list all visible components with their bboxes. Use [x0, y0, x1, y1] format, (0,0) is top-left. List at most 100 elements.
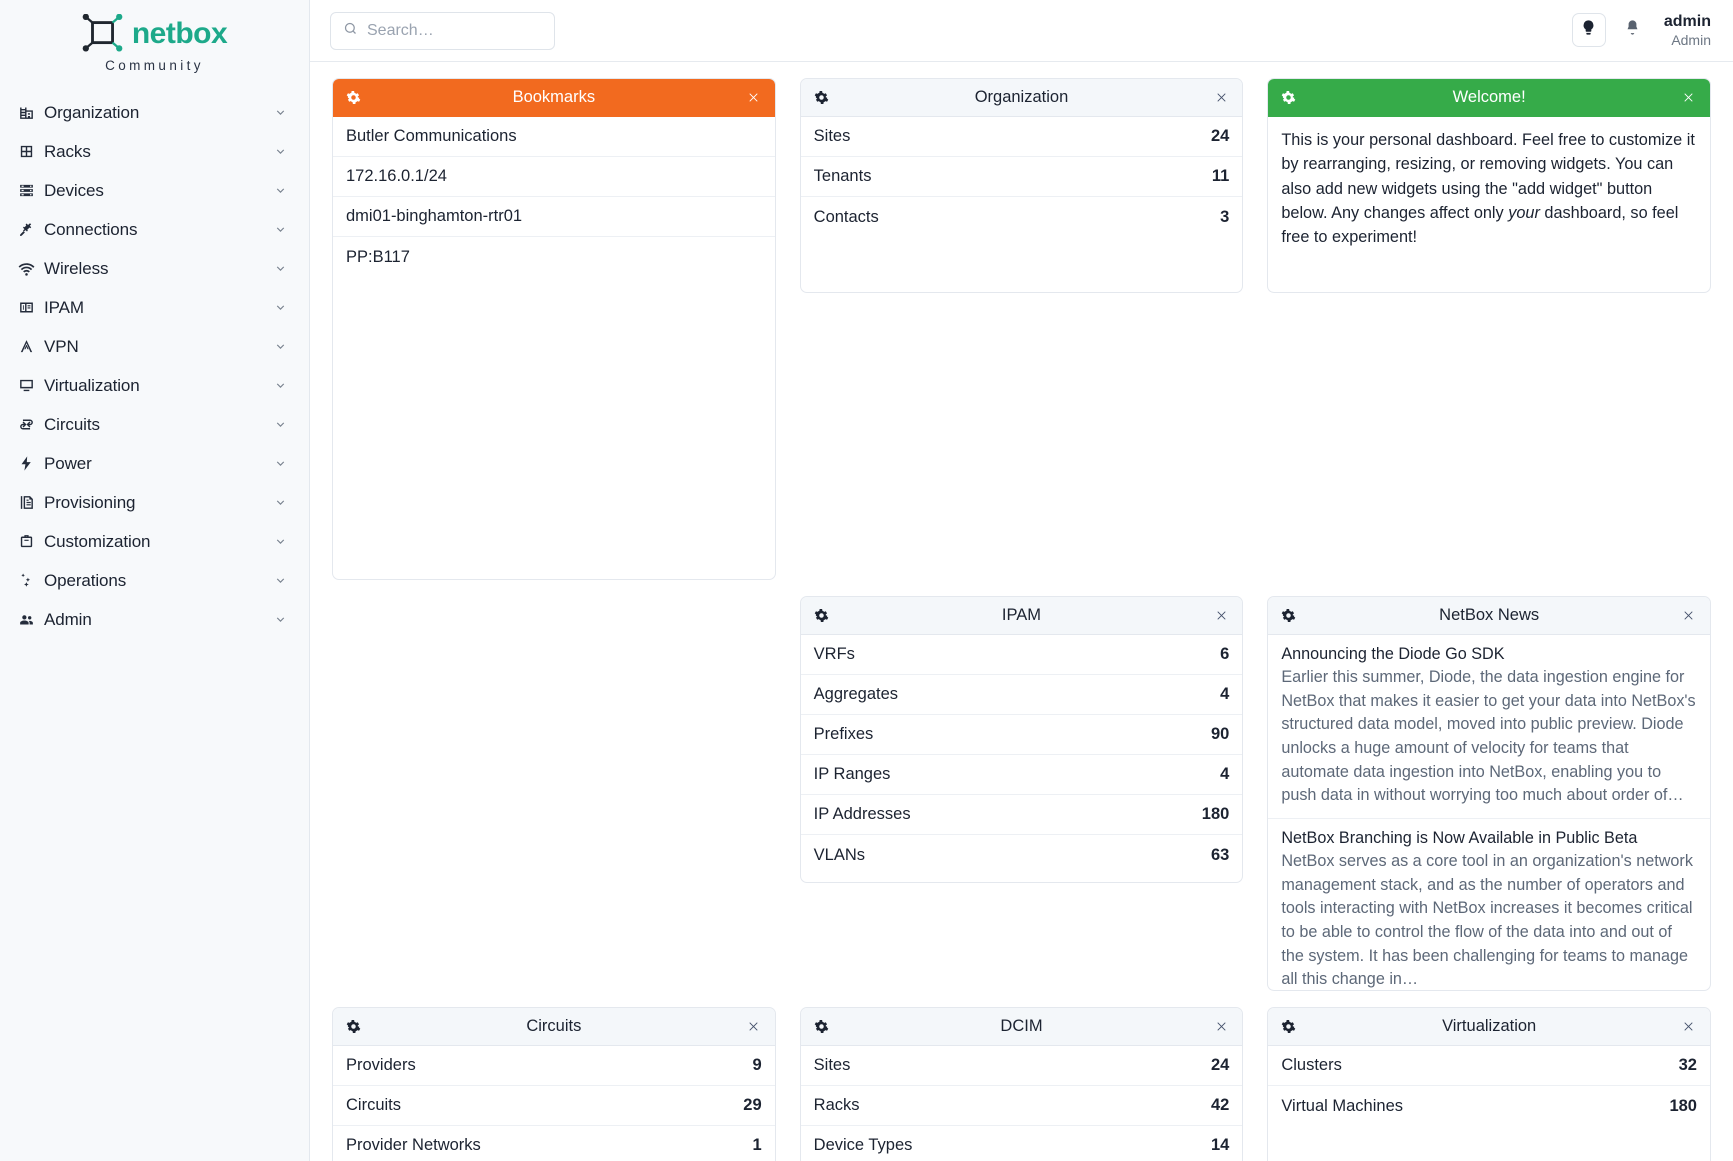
- chevron-down-icon[interactable]: [274, 223, 287, 236]
- sidebar-item-organization[interactable]: Organization: [0, 93, 309, 132]
- sidebar-item-label: Devices: [44, 180, 104, 200]
- sidebar-item-customization[interactable]: Customization: [0, 522, 309, 561]
- vpn-icon: [18, 338, 44, 355]
- sidebar-item-power[interactable]: Power: [0, 444, 309, 483]
- stat-value: 4: [1220, 685, 1230, 703]
- close-icon[interactable]: [746, 1019, 762, 1035]
- close-icon[interactable]: [1213, 90, 1229, 106]
- chevron-down-icon[interactable]: [274, 301, 287, 314]
- sidebar-item-provisioning[interactable]: Provisioning: [0, 483, 309, 522]
- close-icon[interactable]: [1213, 1019, 1229, 1035]
- stat-row[interactable]: Device Types 14: [801, 1126, 1243, 1161]
- widget-organization: Organization Sites 24 Tenants 11: [799, 78, 1244, 293]
- search-input[interactable]: [367, 21, 542, 40]
- chevron-down-icon[interactable]: [274, 535, 287, 548]
- sidebar-item-racks[interactable]: Racks: [0, 132, 309, 171]
- sidebar-item-circuits[interactable]: Circuits: [0, 405, 309, 444]
- stat-row[interactable]: Sites 24: [800, 1046, 1243, 1086]
- gear-icon[interactable]: [814, 90, 829, 105]
- search-box[interactable]: [330, 11, 555, 50]
- stat-value: 9: [752, 1056, 762, 1074]
- stat-row[interactable]: Aggregates 4: [800, 675, 1243, 715]
- stat-row[interactable]: IP Ranges 4: [800, 755, 1243, 795]
- sidebar-item-connections[interactable]: Connections: [0, 210, 309, 249]
- news-item[interactable]: NetBox Branching is Now Available in Pub…: [1268, 819, 1710, 990]
- close-icon[interactable]: [1681, 90, 1697, 106]
- stat-row[interactable]: Racks 42: [800, 1086, 1243, 1126]
- stat-row[interactable]: VRFs 6: [800, 635, 1243, 675]
- stat-label: IP Ranges: [813, 765, 891, 783]
- widget-title: Organization: [974, 88, 1069, 106]
- admin-icon: [18, 611, 44, 628]
- stat-row[interactable]: Circuits 29: [333, 1086, 775, 1126]
- gear-icon[interactable]: [1281, 90, 1296, 105]
- sidebar-item-label: Customization: [44, 531, 151, 551]
- gear-icon[interactable]: [814, 608, 829, 623]
- stat-row[interactable]: Virtual Machines 180: [1268, 1086, 1710, 1126]
- close-icon[interactable]: [1213, 608, 1229, 624]
- sidebar-item-label: Circuits: [44, 414, 100, 434]
- close-icon[interactable]: [1681, 608, 1697, 624]
- stat-label: IP Addresses: [813, 805, 911, 823]
- stat-row[interactable]: IP Addresses 180: [800, 795, 1243, 835]
- bookmark-item[interactable]: dmi01-binghamton-rtr01: [333, 197, 775, 237]
- widget-title: DCIM: [1000, 1017, 1043, 1035]
- stat-label: VLANs: [813, 845, 866, 864]
- bookmark-item[interactable]: Butler Communications: [333, 117, 775, 157]
- sidebar-item-vpn[interactable]: VPN: [0, 327, 309, 366]
- chevron-down-icon[interactable]: [274, 418, 287, 431]
- user-menu[interactable]: admin Admin: [1664, 13, 1711, 47]
- stat-row[interactable]: Provider Networks 1: [333, 1126, 775, 1161]
- gear-icon[interactable]: [1281, 608, 1296, 623]
- close-icon[interactable]: [1681, 1019, 1697, 1035]
- stat-row[interactable]: VLANs 63: [801, 835, 1243, 875]
- brand-logo-block[interactable]: netbox Community: [0, 0, 309, 93]
- notifications-button[interactable]: [1619, 15, 1647, 45]
- news-title: NetBox Branching is Now Available in Pub…: [1281, 829, 1638, 847]
- news-body: Earlier this summer, Diode, the data ing…: [1281, 668, 1696, 805]
- stat-label: Provider Networks: [346, 1136, 481, 1154]
- stat-value: 24: [1210, 127, 1230, 145]
- sidebar-item-label: Connections: [44, 219, 138, 239]
- gear-icon[interactable]: [346, 90, 361, 105]
- chevron-down-icon[interactable]: [274, 106, 287, 119]
- widget-title: IPAM: [1001, 606, 1042, 624]
- widget-title: Welcome!: [1452, 88, 1526, 106]
- bookmark-item[interactable]: PP:B117: [346, 247, 410, 266]
- widget-body: Announcing the Diode Go SDK Earlier this…: [1268, 635, 1710, 990]
- news-body: NetBox serves as a core tool in an organ…: [1281, 852, 1693, 989]
- theme-toggle-button[interactable]: [1571, 13, 1606, 48]
- stat-row[interactable]: Prefixes 90: [800, 715, 1243, 755]
- news-item[interactable]: Announcing the Diode Go SDK Earlier this…: [1268, 635, 1710, 819]
- stat-row[interactable]: Providers 9: [333, 1046, 775, 1086]
- bookmark-item[interactable]: 172.16.0.1/24: [333, 157, 775, 197]
- stat-label: Sites: [813, 127, 851, 145]
- sidebar-item-admin[interactable]: Admin: [0, 600, 309, 639]
- sidebar-item-devices[interactable]: Devices: [0, 171, 309, 210]
- sidebar-item-operations[interactable]: Operations: [0, 561, 309, 600]
- sidebar-item-wireless[interactable]: Wireless: [0, 249, 309, 288]
- stat-row[interactable]: Tenants 11: [800, 157, 1243, 197]
- stat-label: Sites: [813, 1056, 851, 1074]
- gear-icon[interactable]: [814, 1019, 829, 1034]
- chevron-down-icon[interactable]: [274, 379, 287, 392]
- chevron-down-icon[interactable]: [274, 457, 287, 470]
- gear-icon[interactable]: [346, 1019, 361, 1034]
- chevron-down-icon[interactable]: [274, 262, 287, 275]
- stat-row[interactable]: Sites 24: [800, 117, 1243, 157]
- chevron-down-icon[interactable]: [274, 340, 287, 353]
- main-area: admin Admin Bookmarks Butl: [310, 0, 1733, 1161]
- widget-virtualization: Virtualization Clusters 32 Virtual Machi…: [1267, 1007, 1711, 1161]
- sidebar-item-virtualization[interactable]: Virtualization: [0, 366, 309, 405]
- stat-row[interactable]: Clusters 32: [1268, 1046, 1710, 1086]
- chevron-down-icon[interactable]: [274, 496, 287, 509]
- sidebar-item-label: VPN: [44, 336, 79, 356]
- chevron-down-icon[interactable]: [274, 613, 287, 626]
- chevron-down-icon[interactable]: [274, 145, 287, 158]
- close-icon[interactable]: [746, 90, 762, 106]
- chevron-down-icon[interactable]: [274, 184, 287, 197]
- chevron-down-icon[interactable]: [274, 574, 287, 587]
- gear-icon[interactable]: [1281, 1019, 1296, 1034]
- sidebar-item-ipam[interactable]: IPAM: [0, 288, 309, 327]
- stat-row[interactable]: Contacts 3: [801, 197, 1243, 237]
